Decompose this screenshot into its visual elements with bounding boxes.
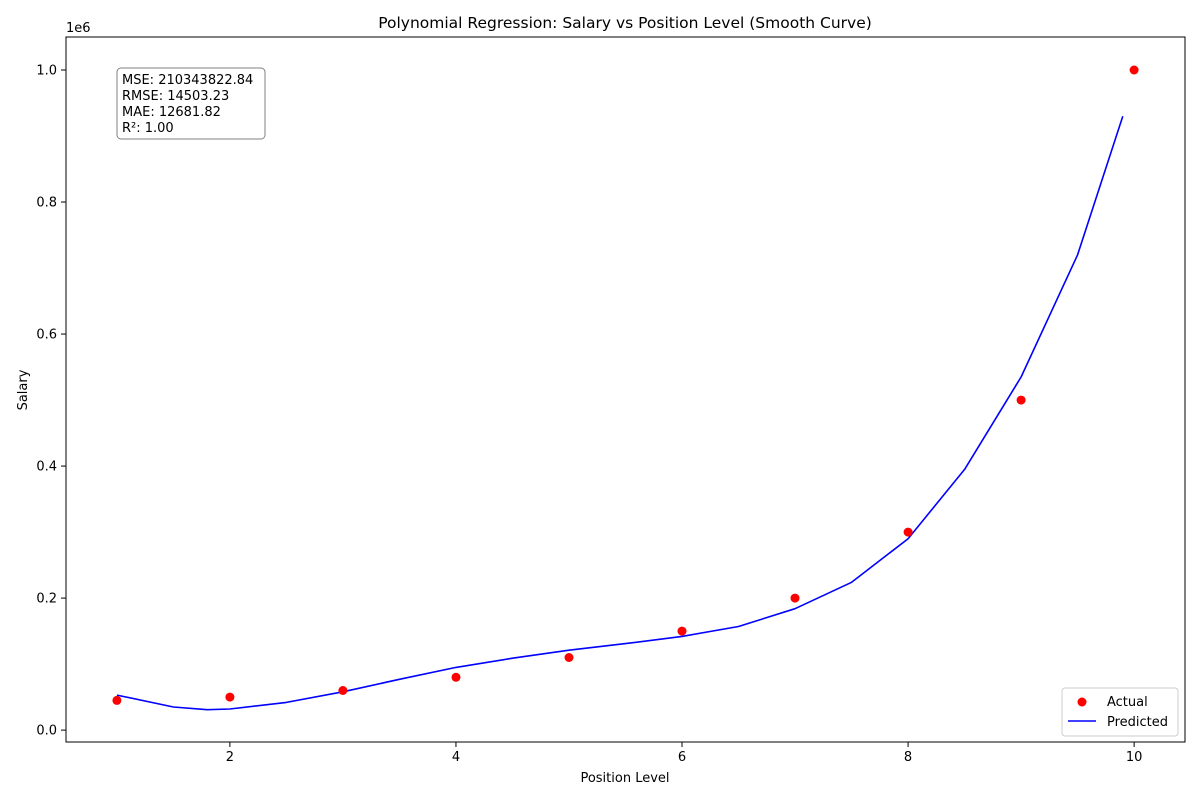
- plot-area: [112, 65, 1139, 711]
- y-tick-label: 0.8: [36, 196, 57, 211]
- actual-point: [451, 672, 461, 682]
- y-tick-label: 0.0: [36, 724, 57, 739]
- actual-point: [1129, 65, 1139, 75]
- y-tick-label: 1.0: [36, 64, 57, 79]
- x-tick-label: 2: [226, 750, 234, 765]
- y-tick-label: 0.2: [36, 592, 57, 607]
- actual-point: [112, 695, 122, 705]
- y-axis-label: Salary: [16, 369, 31, 410]
- legend-frame: [1061, 687, 1179, 737]
- x-axis-ticks: 2 4 6 8 10: [226, 742, 1143, 765]
- y-tick-label: 0.4: [36, 460, 57, 475]
- actual-point: [225, 692, 235, 702]
- x-axis-label: Position Level: [580, 771, 669, 786]
- predicted-series: [116, 115, 1124, 711]
- actual-point: [338, 686, 348, 695]
- actual-point: [903, 527, 913, 537]
- legend-predicted-label: Predicted: [1107, 715, 1168, 730]
- x-tick-label: 10: [1126, 750, 1143, 765]
- metrics-rmse: RMSE: 14503.23: [122, 89, 229, 104]
- metrics-r2: R²: 1.00: [122, 121, 174, 136]
- predicted-line: [116, 115, 1124, 711]
- metrics-box: MSE: 210343822.84 RMSE: 14503.23 MAE: 12…: [116, 67, 266, 140]
- y-tick-label: 0.6: [36, 328, 57, 343]
- legend: Actual Predicted: [1061, 687, 1179, 737]
- metrics-box-frame: [116, 67, 266, 140]
- actual-series: [112, 65, 1139, 705]
- axes-frame: [65, 36, 1186, 743]
- x-tick-label: 4: [452, 750, 460, 765]
- x-tick-label: 6: [678, 750, 686, 765]
- legend-actual-label: Actual: [1107, 695, 1148, 710]
- metrics-mae: MAE: 12681.82: [122, 105, 221, 120]
- y-offset-label: 1e6: [66, 21, 91, 36]
- metrics-mse: MSE: 210343822.84: [122, 73, 253, 88]
- y-axis-ticks: 0.0 0.2 0.4 0.6 0.8 1.0: [36, 64, 66, 739]
- actual-point: [1016, 395, 1026, 405]
- chart-title: Polynomial Regression: Salary vs Positio…: [378, 14, 872, 32]
- legend-actual-marker: [1077, 697, 1087, 707]
- actual-point: [564, 653, 574, 662]
- actual-point: [677, 626, 687, 636]
- actual-point: [790, 593, 800, 603]
- x-tick-label: 8: [904, 750, 912, 765]
